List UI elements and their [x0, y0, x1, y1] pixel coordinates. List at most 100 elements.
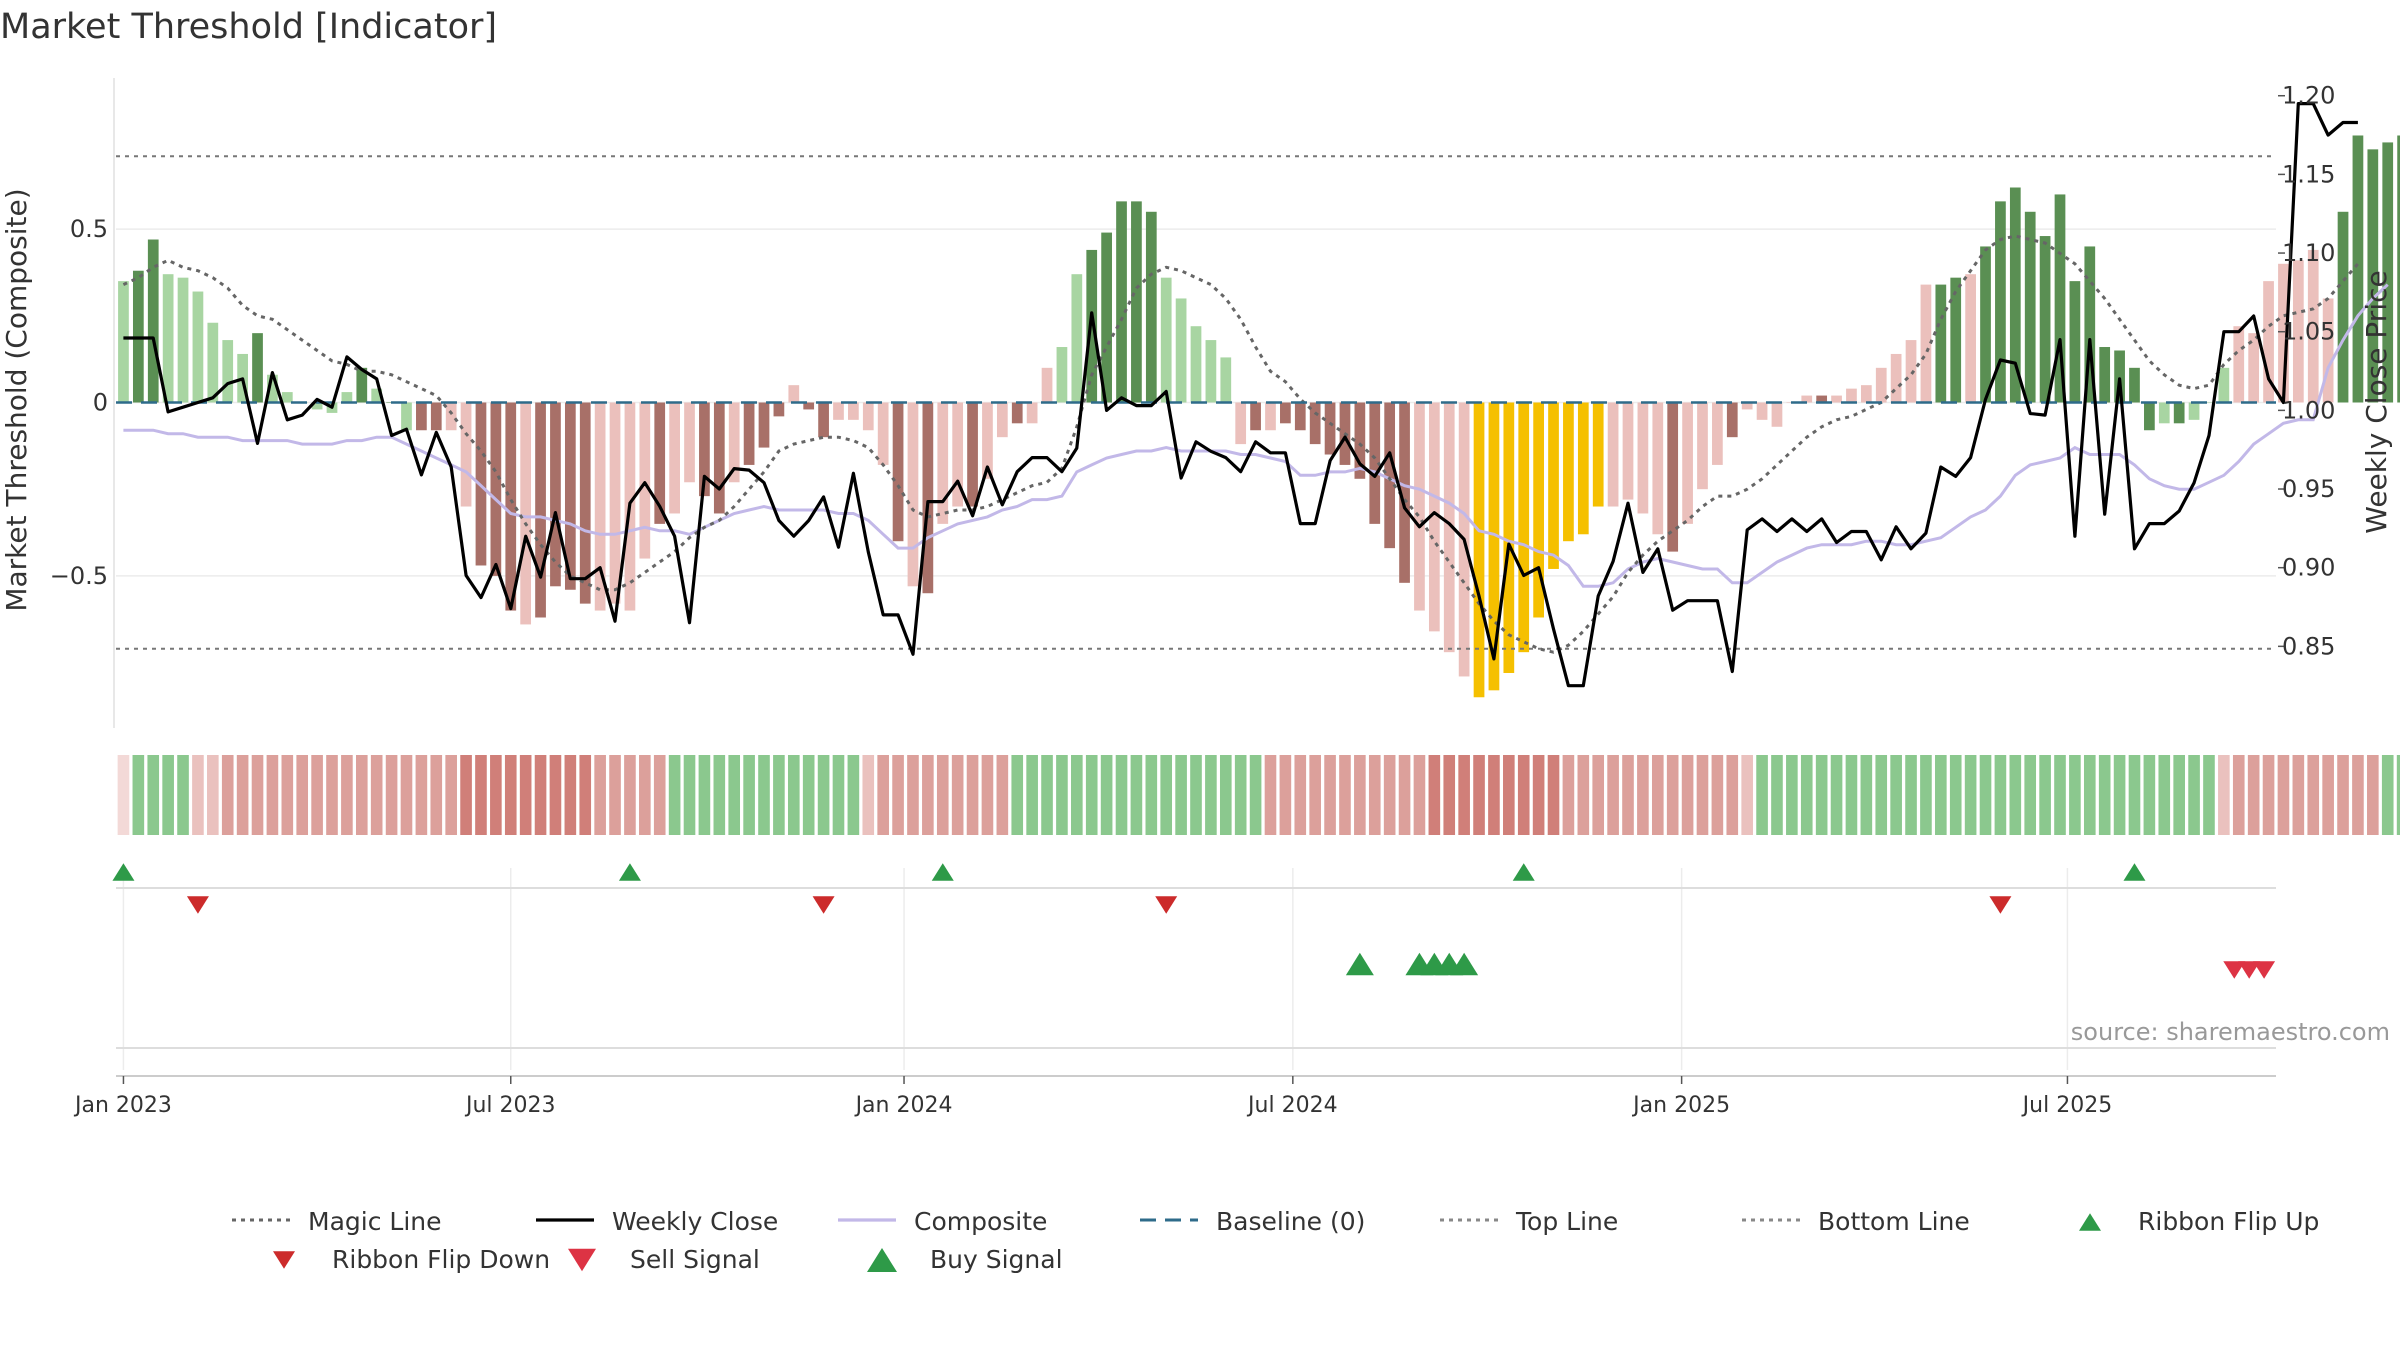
ribbon-cell: [400, 755, 413, 835]
composite-bar: [460, 402, 472, 507]
ribbon-cell: [668, 755, 681, 835]
composite-bar: [2099, 347, 2111, 403]
ribbon-cell: [1726, 755, 1739, 835]
composite-bar: [1995, 201, 2006, 403]
ribbon-cell: [773, 755, 785, 835]
legend-item: Buy Signal: [867, 1245, 1063, 1274]
source-credit: source: sharemaestro.com: [2071, 1018, 2390, 1046]
ribbon-cell: [1607, 755, 1619, 835]
composite-bar: [1026, 402, 1038, 424]
ribbon-cell: [1800, 755, 1813, 835]
ribbon-cell: [296, 755, 309, 835]
composite-bar: [311, 402, 323, 410]
legend-label: Sell Signal: [630, 1245, 760, 1274]
legend-label: Ribbon Flip Up: [2138, 1207, 2319, 1236]
ribbon-flip-up-marker: [112, 863, 135, 881]
composite-bar: [773, 402, 785, 417]
ribbon-cell: [1815, 755, 1828, 835]
ribbon-cell: [1592, 755, 1605, 835]
composite-bar: [758, 402, 770, 448]
composite-bar: [1518, 402, 1530, 653]
composite-bar: [1011, 402, 1023, 424]
ribbon-cell: [2396, 755, 2400, 835]
composite-bar: [1831, 395, 1842, 403]
ribbon-cell: [236, 755, 249, 835]
ribbon-cell: [639, 755, 651, 835]
ribbon-cell: [1398, 755, 1411, 835]
composite-bar: [2129, 367, 2140, 403]
ribbon-cell: [1264, 755, 1277, 835]
ribbon-cell: [1279, 755, 1292, 835]
legend-item: Magic Line: [232, 1207, 442, 1236]
x-tick-label: Jul 2024: [1246, 1093, 1338, 1118]
ribbon-cell: [385, 755, 398, 835]
ribbon-strip: [117, 755, 2400, 835]
ribbon-cell: [1145, 755, 1158, 835]
composite-bar: [2009, 187, 2021, 403]
ribbon-cell: [1503, 755, 1515, 835]
composite-bar: [877, 402, 889, 465]
composite-bar: [281, 392, 293, 403]
legend-label: Magic Line: [308, 1207, 442, 1236]
composite-bar: [1712, 402, 1723, 465]
composite-bar: [1726, 402, 1738, 438]
ribbon-cell: [1100, 755, 1113, 835]
ribbon-cell: [207, 755, 219, 835]
composite-bar: [1265, 402, 1276, 431]
composite-bar: [1920, 284, 1932, 403]
ribbon-cell: [609, 755, 621, 835]
composite-bar: [1101, 232, 1112, 403]
ribbon-cell: [1205, 755, 1217, 835]
composite-bar: [1607, 402, 1619, 507]
ribbon-cell: [564, 755, 577, 835]
composite-bar: [416, 402, 427, 431]
composite-bar: [639, 402, 651, 559]
ribbon-cell: [1413, 755, 1426, 835]
ribbon-cell: [2158, 755, 2171, 835]
composite-bar: [490, 402, 502, 576]
ribbon-cell: [2113, 755, 2126, 835]
ribbon-cell: [1964, 755, 1977, 835]
ribbon-cell: [594, 755, 606, 835]
composite-bar: [1145, 211, 1157, 403]
ribbon-cell: [1786, 755, 1798, 835]
composite-bar: [118, 281, 129, 403]
ribbon-cell: [1368, 755, 1381, 835]
composite-bar: [1414, 402, 1425, 611]
composite-bar: [1667, 402, 1679, 552]
ribbon-cell: [326, 755, 338, 835]
legend-label: Baseline (0): [1216, 1207, 1365, 1236]
ribbon-cell: [460, 755, 472, 835]
composite-bar: [222, 340, 234, 403]
ribbon-cell: [713, 755, 726, 835]
composite-bar: [2144, 402, 2155, 431]
x-tick-label: Jul 2023: [464, 1093, 556, 1118]
legend-item: Composite: [838, 1207, 1047, 1236]
composite-bar: [1473, 402, 1485, 698]
ribbon-cell: [1905, 755, 1917, 835]
y-tick-right: 1.05: [2282, 318, 2335, 346]
composite-bar: [1771, 402, 1783, 427]
composite-bar: [1116, 201, 1127, 403]
composite-bar: [1205, 340, 1217, 403]
ribbon-cell: [534, 755, 547, 835]
ribbon-cell: [981, 755, 994, 835]
composite-bar: [937, 402, 949, 524]
ribbon-cell: [281, 755, 294, 835]
ribbon-cell: [1517, 755, 1530, 835]
y-axis-left-label: Market Threshold (Composite): [0, 188, 33, 611]
composite-bar: [2397, 135, 2400, 403]
composite-bar: [594, 402, 606, 611]
ribbon-cell: [2218, 755, 2230, 835]
ribbon-cell: [817, 755, 830, 835]
ribbon-cell: [2262, 755, 2275, 835]
ribbon-cell: [1339, 755, 1351, 835]
x-tick-label: Jul 2025: [2021, 1093, 2113, 1118]
weekly-close-line: [123, 101, 2358, 688]
ribbon-flip-down-marker: [812, 896, 835, 914]
composite-bar: [1622, 402, 1634, 500]
ribbon-cell: [996, 755, 1009, 835]
y-tick-left: −0.5: [50, 562, 108, 590]
ribbon-cell: [966, 755, 979, 835]
composite-bar: [177, 277, 189, 403]
